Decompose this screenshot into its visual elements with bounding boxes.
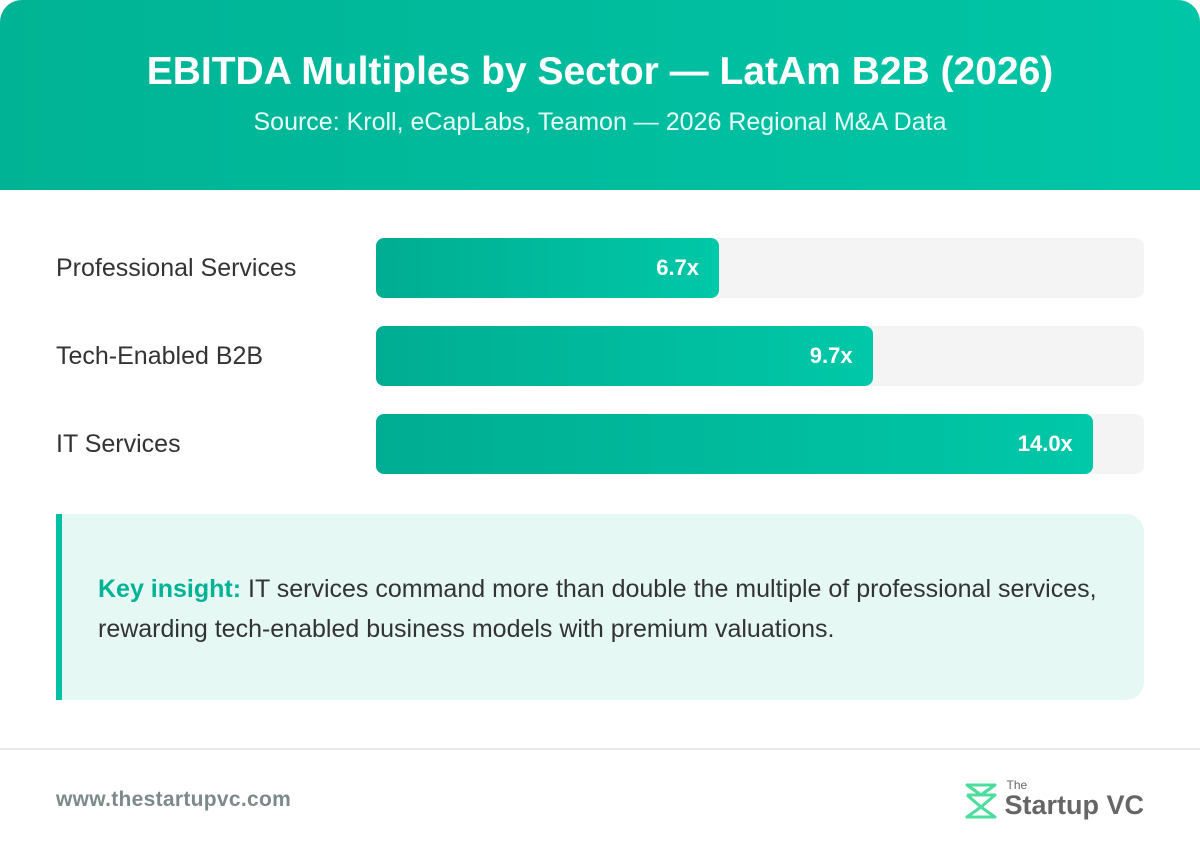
- category-label: Tech-Enabled B2B: [56, 342, 264, 370]
- insight-box: Key insight: IT services command more th…: [56, 514, 1144, 700]
- insight-lead: Key insight:: [98, 575, 242, 603]
- bar-row: Tech-Enabled B2B 9.7x: [56, 326, 1144, 386]
- bar-row: Professional Services 6.7x: [56, 238, 1144, 298]
- bar: 14.0x: [376, 414, 1093, 474]
- category-label: IT Services: [56, 430, 181, 458]
- chart-subtitle: Source: Kroll, eCapLabs, Teamon — 2026 R…: [253, 108, 947, 136]
- bar-track: 9.7x: [376, 326, 1144, 386]
- category-label: Professional Services: [56, 254, 297, 282]
- header: EBITDA Multiples by Sector — LatAm B2B (…: [0, 0, 1200, 190]
- bar-track: 6.7x: [376, 238, 1144, 298]
- logo-mark-icon: [965, 783, 997, 819]
- website-url: www.thestartupvc.com: [56, 788, 292, 811]
- bar-track: 14.0x: [376, 414, 1144, 474]
- data-label: 14.0x: [1017, 431, 1073, 456]
- insight-text: IT services command more than double the…: [98, 575, 1097, 643]
- footer: www.thestartupvc.com The Startup VC: [0, 748, 1200, 848]
- data-label: 6.7x: [656, 255, 700, 280]
- bar-row: IT Services 14.0x: [56, 414, 1144, 474]
- logo-name: Startup VC: [1004, 790, 1144, 820]
- bar-chart: Professional Services 6.7x Tech-Enabled B2…: [56, 238, 1144, 502]
- chart-title: EBITDA Multiples by Sector — LatAm B2B (…: [146, 50, 1054, 93]
- data-label: 9.7x: [809, 343, 853, 368]
- logo-the: The: [1006, 778, 1028, 792]
- logo: The Startup VC: [964, 778, 1144, 819]
- bar: 6.7x: [376, 238, 720, 298]
- bar: 9.7x: [376, 326, 873, 386]
